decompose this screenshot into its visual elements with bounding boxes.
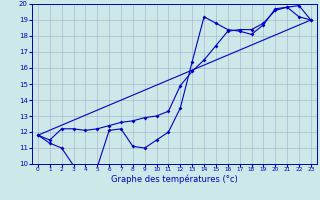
X-axis label: Graphe des températures (°c): Graphe des températures (°c): [111, 175, 238, 184]
